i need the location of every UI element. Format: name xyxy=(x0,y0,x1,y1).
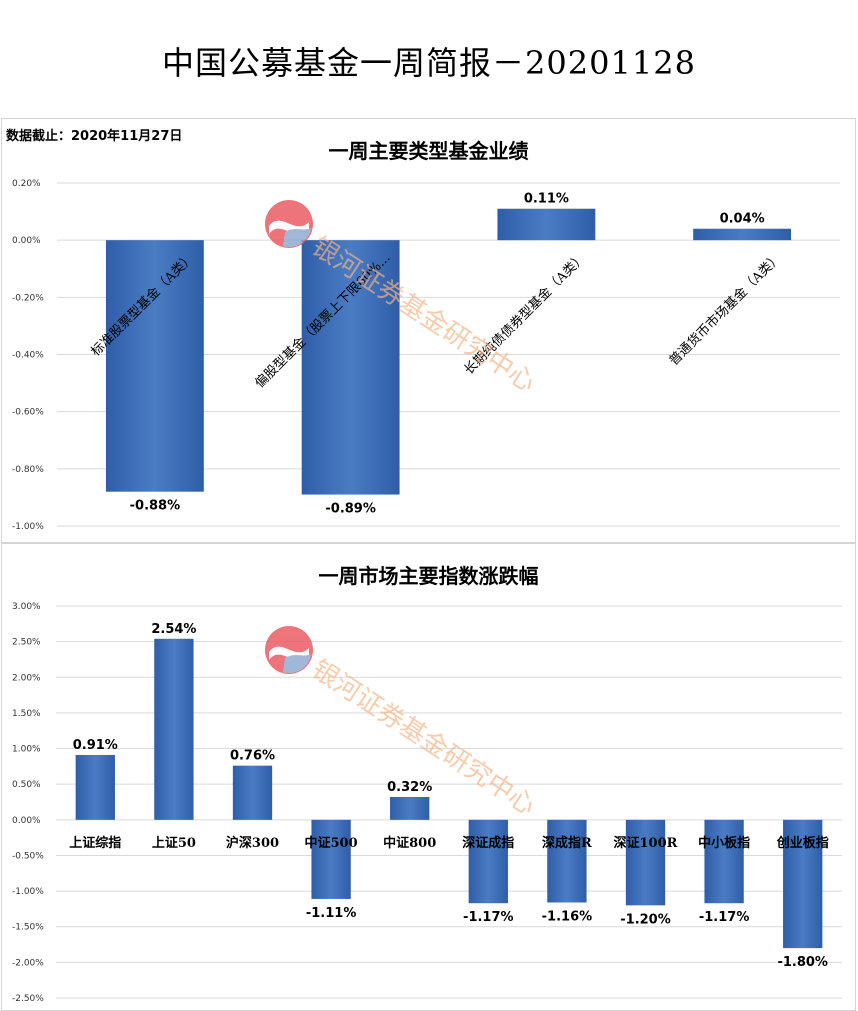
data-label: -1.17% xyxy=(463,910,514,925)
y-tick-label: -2.00% xyxy=(12,958,44,968)
category-label: 沪深300 xyxy=(226,835,279,851)
bar xyxy=(693,228,792,241)
category-label: 深成指R xyxy=(542,835,592,851)
bar xyxy=(301,240,400,495)
y-tick-label: 0.00% xyxy=(12,236,41,246)
bar xyxy=(311,819,351,899)
bar xyxy=(547,819,587,903)
bar xyxy=(232,765,273,820)
bar xyxy=(783,819,823,949)
watermark-logo-blue xyxy=(283,654,311,674)
page-title: 中国公募基金一周简报－20201128 xyxy=(162,44,696,82)
y-tick-label: -0.50% xyxy=(12,851,44,861)
data-label: -1.16% xyxy=(542,909,593,924)
data-label: 2.54% xyxy=(151,622,196,637)
y-tick-label: -0.80% xyxy=(12,465,44,475)
y-tick-label: 1.00% xyxy=(12,745,41,755)
index-change-chart-panel: 一周市场主要指数涨跌幅 3.00% 2.50% 2.00% 1.50% 1.00% 0.5… xyxy=(1,543,856,1011)
data-label: 0.76% xyxy=(230,749,275,764)
y-tick-label: -2.50% xyxy=(12,994,44,1004)
category-label: 普通货币市场基金（A类） xyxy=(666,250,785,369)
fund-performance-chart-panel: 一周主要类型基金业绩 0.20% 0.00% -0.20% -0.40% -0.60% -… xyxy=(1,118,856,543)
category-label: 创业板指 xyxy=(776,835,829,851)
y-tick-label: -0.60% xyxy=(12,408,44,418)
data-label: -1.80% xyxy=(777,955,828,970)
data-label: -0.88% xyxy=(130,499,181,514)
data-label: -1.17% xyxy=(699,910,750,925)
data-label: 0.91% xyxy=(73,738,118,753)
bar xyxy=(75,754,115,820)
data-label: -0.89% xyxy=(325,502,376,517)
y-tick-label: 0.00% xyxy=(12,816,41,826)
y-tick-label: 2.00% xyxy=(12,673,41,683)
index-change-chart: 3.00% 2.50% 2.00% 1.50% 1.00% 0.50% 0.00% -0.50… xyxy=(12,602,842,1004)
y-tick-label: -1.00% xyxy=(12,522,44,532)
data-label: -1.20% xyxy=(620,912,671,927)
bar xyxy=(154,638,194,820)
category-label: 深证成指 xyxy=(462,835,514,851)
data-label: -1.11% xyxy=(306,906,357,921)
y-tick-label: 2.50% xyxy=(12,638,41,648)
bar xyxy=(625,819,666,906)
chart-title-index-change: 一周市场主要指数涨跌幅 xyxy=(318,564,539,588)
category-label: 中小板指 xyxy=(698,835,750,851)
bar xyxy=(497,208,596,241)
y-tick-label: -0.40% xyxy=(12,351,44,361)
category-label: 中证500 xyxy=(305,835,358,851)
chart-title-fund-performance: 一周主要类型基金业绩 xyxy=(328,139,529,163)
fund-performance-chart: 0.20% 0.00% -0.20% -0.40% -0.60% -0.80% -1.00%… xyxy=(12,179,840,532)
watermark-text: 银河证券基金研究中心 xyxy=(306,655,540,822)
y-tick-label: 1.50% xyxy=(12,709,41,719)
data-label: 0.11% xyxy=(524,192,569,207)
bar xyxy=(105,240,204,492)
data-label: 0.04% xyxy=(720,212,765,227)
watermark-logo-blue xyxy=(283,228,311,248)
bar xyxy=(704,819,744,904)
bar xyxy=(468,819,508,904)
y-tick-label: 3.00% xyxy=(12,602,41,612)
bar xyxy=(390,797,430,820)
category-label: 上证综指 xyxy=(69,835,121,851)
y-tick-label: 0.50% xyxy=(12,780,41,790)
y-tick-label: -0.20% xyxy=(12,293,44,303)
category-label: 中证800 xyxy=(383,835,436,851)
y-tick-label: -1.50% xyxy=(12,923,44,933)
category-label: 深证100R xyxy=(614,835,678,851)
y-tick-label: 0.20% xyxy=(12,179,41,189)
y-tick-label: -1.00% xyxy=(12,887,44,897)
category-label: 上证50 xyxy=(152,836,196,851)
data-label: 0.32% xyxy=(387,780,432,795)
data-cutoff-note: 数据截止：2020年11月27日 xyxy=(6,129,183,144)
